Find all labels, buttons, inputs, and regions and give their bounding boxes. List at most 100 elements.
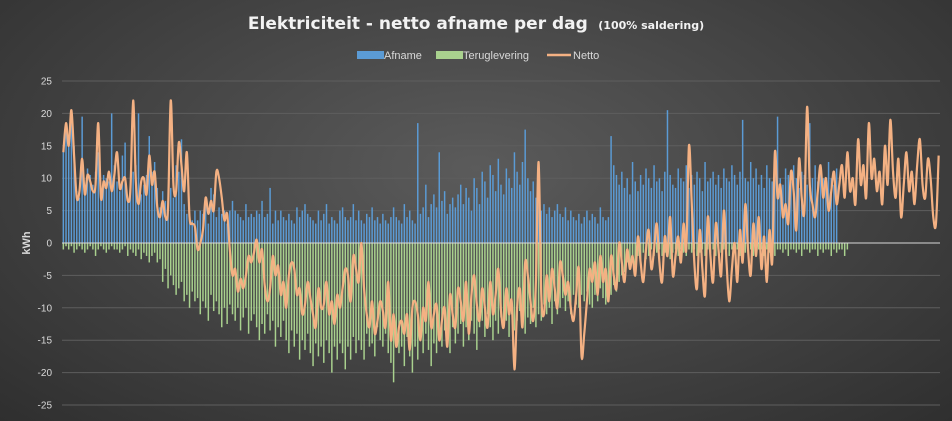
bar-afname — [280, 210, 282, 243]
bar-afname — [586, 210, 588, 243]
bar-afname — [234, 210, 236, 243]
bar-teruglevering — [484, 243, 486, 337]
bar-teruglevering — [784, 243, 787, 250]
bar-afname — [196, 220, 199, 243]
line-netto — [62, 99, 940, 371]
bar-afname — [559, 213, 561, 243]
bar-teruglevering — [186, 243, 188, 295]
bar-teruglevering — [357, 243, 360, 341]
bar-afname — [771, 181, 773, 243]
bar-afname — [392, 207, 395, 243]
bar-teruglevering — [774, 243, 776, 256]
bar-afname — [435, 207, 438, 243]
bar-afname — [65, 123, 67, 243]
bar-teruglevering — [339, 243, 341, 344]
bar-teruglevering — [462, 243, 465, 347]
bar-afname — [486, 197, 489, 243]
bar-teruglevering — [81, 243, 83, 250]
bar-teruglevering — [382, 243, 384, 347]
bar-afname — [94, 171, 97, 243]
bar-teruglevering — [419, 243, 422, 341]
bar-teruglevering — [607, 243, 610, 289]
bar-afname — [395, 217, 398, 243]
bar-afname — [835, 168, 838, 243]
bar-teruglevering — [172, 243, 175, 286]
bar-teruglevering — [148, 243, 150, 263]
bar-teruglevering — [806, 243, 808, 250]
bar-teruglevering — [242, 243, 244, 318]
bar-teruglevering — [86, 243, 89, 250]
bar-teruglevering — [223, 243, 226, 308]
bar-afname — [610, 136, 612, 243]
bar-teruglevering — [800, 243, 803, 256]
bar-teruglevering — [438, 243, 440, 334]
bar-afname — [320, 220, 322, 243]
bar-teruglevering — [261, 243, 263, 324]
bar-teruglevering — [468, 243, 470, 341]
bar-afname — [427, 217, 430, 243]
bar-teruglevering — [196, 243, 199, 299]
bar-teruglevering — [210, 243, 212, 295]
bar-teruglevering — [715, 243, 717, 256]
bar-afname — [417, 123, 419, 243]
bar-teruglevering — [677, 243, 679, 256]
bar-afname — [814, 165, 816, 243]
bar-teruglevering — [143, 243, 145, 253]
bar-afname — [489, 165, 491, 243]
bar-teruglevering — [529, 243, 532, 324]
bar-teruglevering — [226, 243, 228, 324]
bar-teruglevering — [516, 243, 518, 321]
bar-teruglevering — [250, 243, 253, 321]
bar-teruglevering — [613, 243, 615, 286]
bar-afname — [774, 171, 776, 243]
bar-teruglevering — [586, 243, 588, 292]
bar-afname — [449, 204, 451, 243]
bar-afname — [183, 204, 185, 243]
y-axis-label: kWh — [21, 231, 33, 255]
bar-afname — [352, 204, 355, 243]
bar-afname — [511, 187, 513, 243]
bar-afname — [129, 184, 132, 243]
bar-afname — [591, 213, 594, 243]
bar-teruglevering — [704, 243, 706, 256]
bar-teruglevering — [398, 243, 400, 354]
bar-afname — [631, 162, 634, 243]
bar-afname — [502, 194, 505, 243]
bar-teruglevering — [680, 243, 682, 250]
bar-teruglevering — [631, 243, 634, 260]
bar-afname — [798, 187, 800, 243]
y-tick-label: 15 — [41, 141, 53, 152]
bar-afname — [639, 174, 642, 243]
bar-teruglevering — [89, 243, 91, 247]
bar-afname — [374, 220, 376, 243]
bar-teruglevering — [650, 243, 653, 250]
bar-afname — [191, 220, 193, 243]
bar-afname — [543, 204, 545, 243]
bar-teruglevering — [508, 243, 510, 337]
bar-teruglevering — [736, 243, 739, 250]
bar-teruglevering — [207, 243, 210, 321]
bar-teruglevering — [766, 243, 768, 250]
legend-swatch-teruglevering — [436, 51, 463, 59]
bar-afname — [382, 213, 384, 243]
bar-teruglevering — [234, 243, 236, 321]
bar-afname — [301, 210, 304, 243]
bar-afname — [478, 204, 481, 243]
bar-afname — [376, 217, 379, 243]
y-tick-label: -15 — [38, 336, 53, 347]
bar-afname — [84, 184, 86, 243]
bar-teruglevering — [758, 243, 760, 250]
bar-afname — [728, 181, 730, 243]
bar-teruglevering — [62, 243, 65, 250]
bar-afname — [304, 204, 306, 243]
bar-teruglevering — [255, 243, 258, 328]
bar-afname — [274, 210, 277, 243]
bar-afname — [218, 207, 220, 243]
bar-afname — [596, 223, 599, 243]
bar-afname — [712, 171, 714, 243]
bar-teruglevering — [379, 243, 381, 341]
y-tick-label: 10 — [41, 174, 53, 185]
bar-teruglevering — [532, 243, 534, 308]
bar-afname — [73, 145, 75, 243]
bar-teruglevering — [113, 243, 116, 250]
